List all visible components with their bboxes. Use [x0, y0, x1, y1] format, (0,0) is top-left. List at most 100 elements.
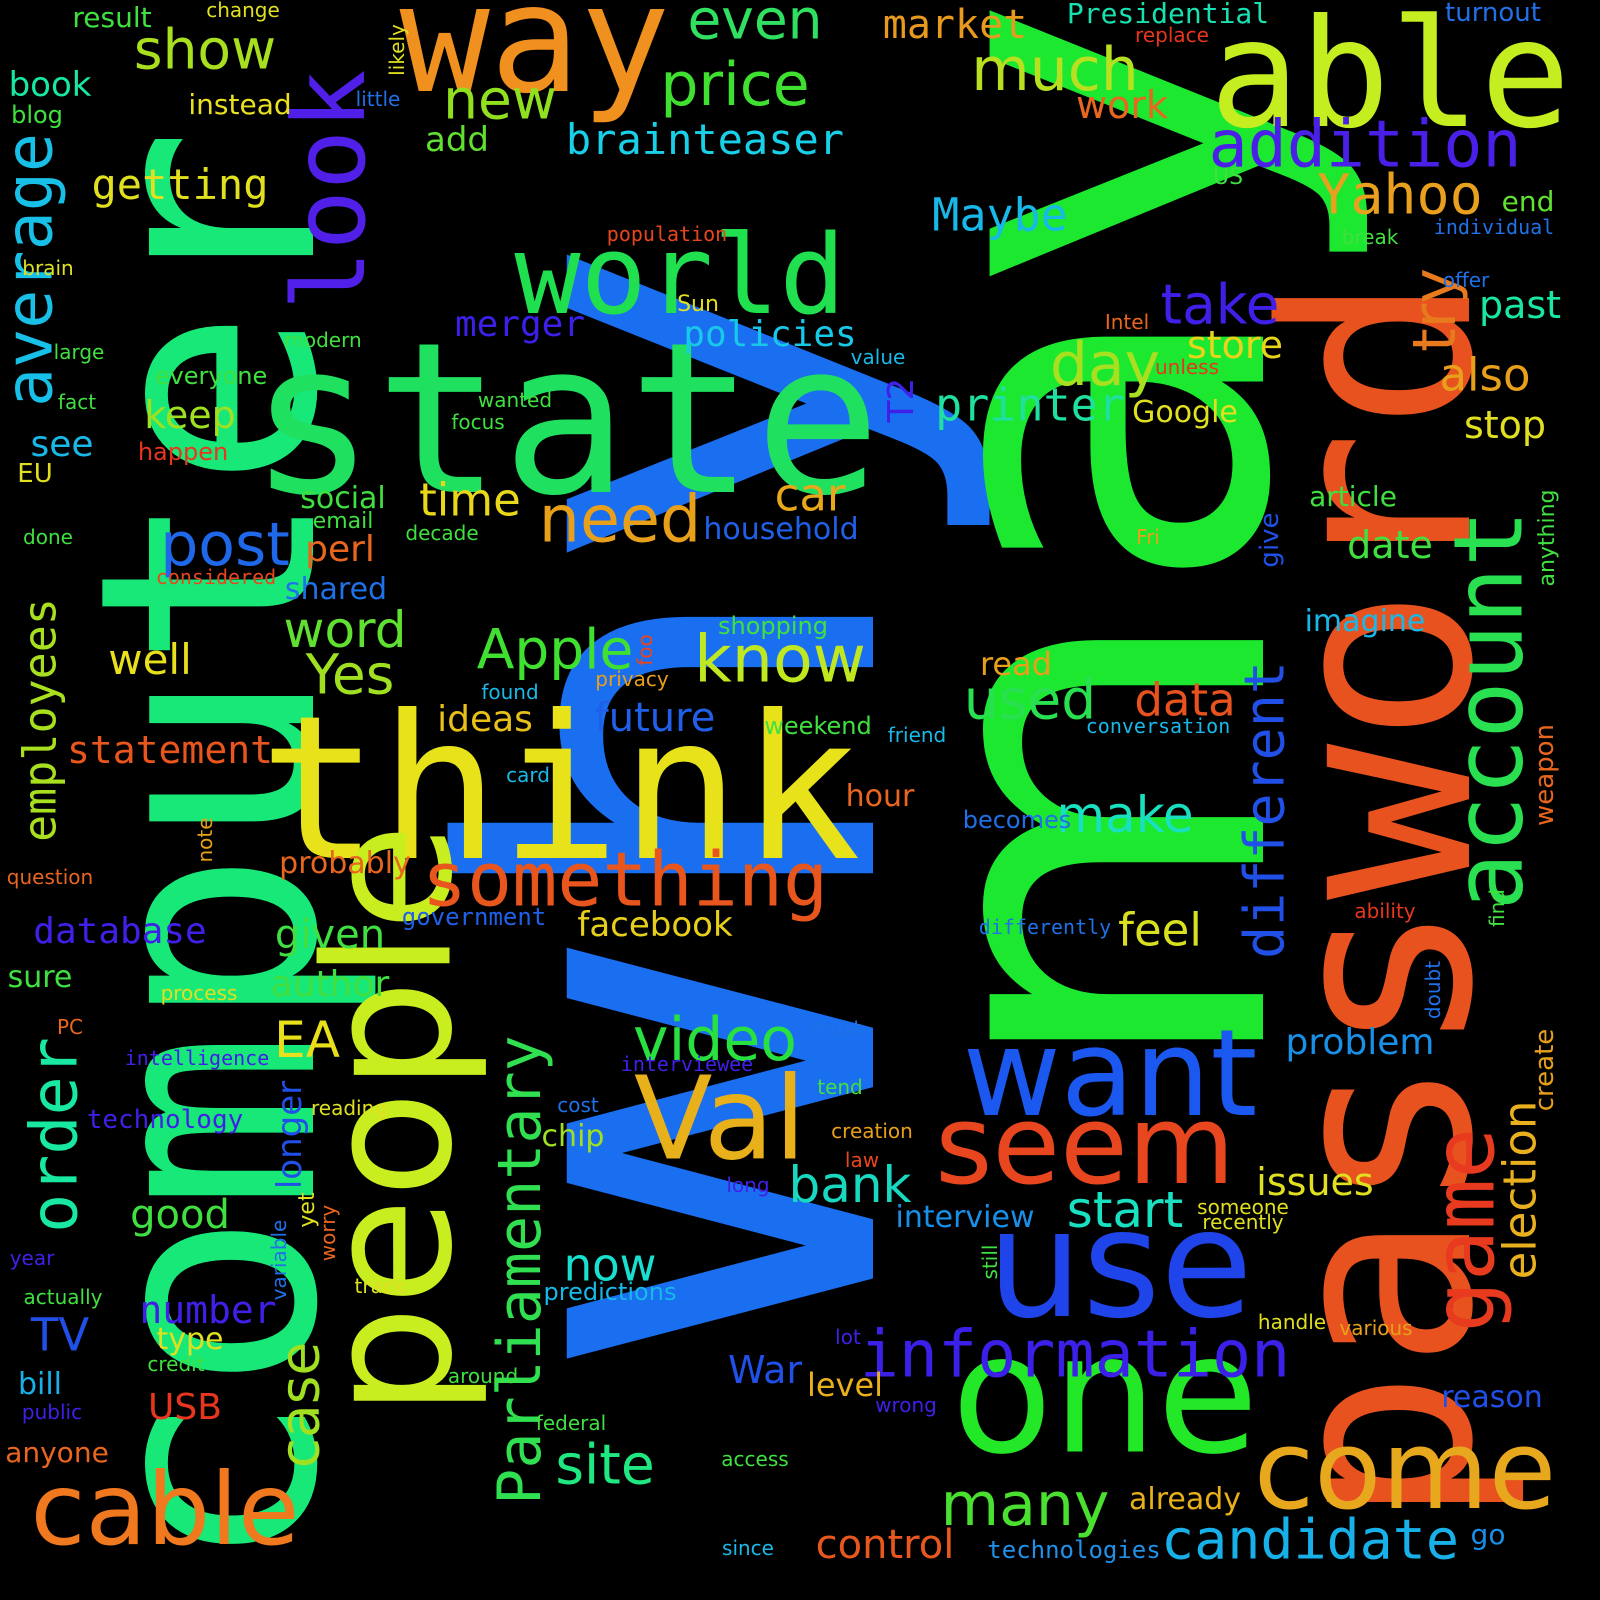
word-population: population — [606, 222, 728, 246]
word-individual: individual — [1433, 215, 1555, 239]
word-problem: problem — [1285, 1022, 1435, 1063]
word-handle: handle — [1257, 1310, 1327, 1334]
word-something: something — [421, 835, 829, 924]
word-note: note — [193, 817, 217, 863]
word-modern: modern — [284, 328, 362, 352]
word-maybe: Maybe — [932, 188, 1068, 242]
word-differently: differently — [978, 915, 1112, 939]
word-question: question — [6, 865, 94, 889]
word-seem: seem — [935, 1081, 1235, 1209]
word-predictions: predictions — [543, 1278, 677, 1306]
word-hour: hour — [845, 779, 915, 814]
word-well: well — [108, 635, 192, 684]
word-ability: ability — [1354, 899, 1416, 923]
word-day: day — [1049, 330, 1161, 400]
word-used: used — [963, 667, 1097, 732]
word-printer: printer — [935, 378, 1125, 432]
word-card: card — [506, 763, 550, 787]
word-start: start — [1066, 1181, 1184, 1239]
word-create: create — [1530, 1028, 1560, 1112]
word-information: information — [859, 1317, 1291, 1393]
word-bill: bill — [17, 1367, 63, 1402]
word-around: around — [447, 1364, 519, 1388]
word-addition: addition — [1208, 107, 1522, 183]
word-process: process — [160, 981, 238, 1005]
word-word: word — [283, 601, 407, 659]
word-decade: decade — [405, 521, 479, 545]
word-control: control — [815, 1522, 955, 1568]
word-end: end — [1501, 185, 1555, 218]
word-usb: USB — [148, 1387, 222, 1428]
word-also: also — [1439, 348, 1531, 402]
word-past: past — [1478, 283, 1562, 327]
word-merger: merger — [454, 304, 586, 345]
word-come: come — [1253, 1406, 1557, 1534]
word-market: market — [882, 2, 1028, 48]
word-given: given — [274, 912, 386, 958]
word-result: result — [72, 1, 152, 34]
word-employees: employees — [13, 598, 67, 842]
word-use: use — [987, 1178, 1253, 1352]
word-break: break — [1341, 225, 1399, 249]
word-replace: replace — [1135, 23, 1209, 47]
word-bank: bank — [788, 1156, 912, 1214]
word-yes: Yes — [305, 642, 395, 707]
word-value: value — [850, 345, 906, 369]
word-want: want — [962, 1005, 1258, 1144]
word-account: account — [1434, 509, 1545, 911]
word-store: store — [1186, 323, 1284, 367]
word-social: social — [300, 481, 386, 516]
word-know: know — [694, 622, 866, 698]
word-unless: unless — [1154, 355, 1220, 379]
word-law: law — [844, 1148, 880, 1172]
word-time: time — [419, 473, 521, 527]
word-much: much — [971, 35, 1139, 105]
word-feel: feel — [1118, 903, 1202, 957]
word-focus: focus — [451, 410, 505, 434]
word-google: Google — [1132, 395, 1238, 430]
word-done: done — [23, 525, 73, 549]
word-database: database — [33, 911, 207, 952]
word-need: need — [538, 482, 702, 558]
word-happen: happen — [137, 438, 229, 466]
word-facebook: facebook — [577, 905, 733, 945]
word-long: long — [726, 1173, 770, 1197]
word-instead: instead — [188, 88, 292, 121]
word-t2: T2 — [881, 377, 922, 423]
word-wrong: wrong — [875, 1393, 937, 1417]
word-case: case — [267, 1341, 332, 1469]
word-sure: sure — [7, 960, 73, 995]
word-way: way — [399, 0, 671, 127]
word-variable: variable — [267, 1219, 291, 1301]
word-someone: someone — [1197, 1195, 1289, 1219]
word-statement: statement — [67, 728, 273, 772]
word-weapon: weapon — [1530, 723, 1560, 827]
word-shared: shared — [284, 572, 388, 607]
word-type: type — [156, 1322, 224, 1357]
word-year: year — [9, 1246, 55, 1270]
word-make: make — [1056, 786, 1194, 844]
word-imagine: imagine — [1304, 604, 1426, 639]
word-price: price — [660, 50, 810, 120]
word-friend: friend — [887, 723, 947, 747]
word-take: take — [1160, 272, 1280, 337]
word-probably: probably — [279, 846, 411, 881]
word-actually: actually — [23, 1285, 103, 1309]
word-privacy: privacy — [595, 667, 669, 691]
word-work: work — [1076, 83, 1168, 127]
word-presidential: Presidential — [1066, 0, 1270, 30]
word-already: already — [1128, 1482, 1242, 1517]
word-keep: keep — [144, 393, 236, 437]
word-pc: PC — [56, 1015, 84, 1039]
word-us: US — [1212, 165, 1244, 190]
word-household: household — [703, 512, 859, 547]
word-go: go — [1470, 1518, 1506, 1551]
word-intelligence: intelligence — [124, 1046, 270, 1070]
word-considered: considered — [155, 565, 277, 589]
word-still: still — [978, 1244, 1002, 1280]
word-val: Val — [633, 1052, 807, 1187]
word-even: even — [687, 0, 823, 52]
word-getting: getting — [91, 160, 269, 209]
word-number: number — [139, 1288, 277, 1332]
word-tend: tend — [817, 1075, 863, 1099]
